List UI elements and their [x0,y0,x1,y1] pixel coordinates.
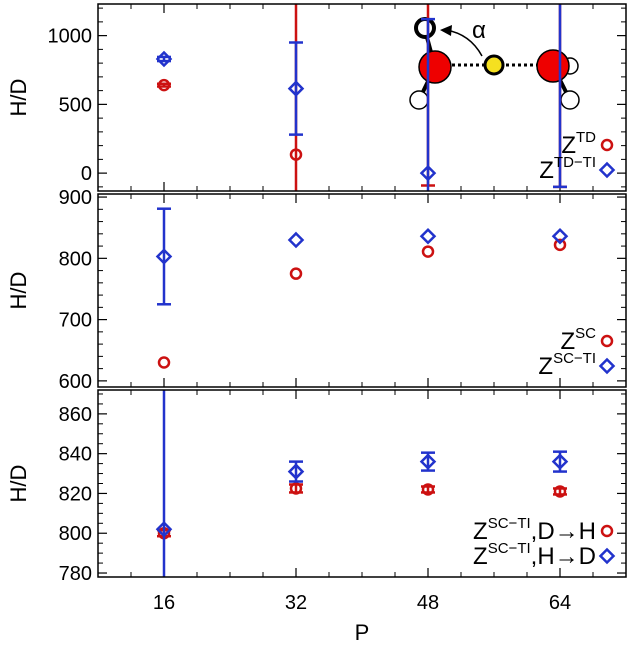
y-axis-title: H/D [6,272,31,310]
legend-label: ZSC−TI,D→H [473,515,596,545]
legend-label: ZSC−TI [538,350,596,380]
legend-label: ZSC−TI,H→D [473,540,596,570]
legend-marker-diamond [598,161,616,179]
y-tick-label: 780 [59,563,92,585]
data-point-circle [289,267,303,280]
legend-sup: TD [576,129,596,146]
data-point-diamond [551,228,569,245]
y-tick-label: 820 [59,483,92,505]
y-axis-title: H/D [6,79,31,117]
y-tick-label: 900 [59,187,92,209]
x-tick-label: 48 [417,592,439,614]
y-tick-label: 500 [59,94,92,116]
legend-marker-diamond [598,357,616,375]
legend-base: Z [473,543,488,570]
data-point-circle [157,78,171,92]
legend-sup: SC−TI [488,540,531,557]
plot-frame [97,193,627,388]
data-point-diamond [155,248,173,265]
data-point-circle [157,356,171,369]
legend-tail: ,H→D [531,543,596,570]
x-axis-title: P [355,620,370,645]
angle-label: α [472,17,486,44]
legend-base: Z [560,328,575,355]
data-point-diamond [419,453,437,470]
legend-base: Z [538,353,553,380]
legend-marker-circle [600,524,614,538]
x-axis: 16 32 48 64 [153,592,571,614]
y-tick-label: 800 [59,523,92,545]
data-point-diamond [155,50,173,68]
oxygen-atom [536,49,570,83]
data-point-diamond [419,164,437,182]
oxygen-atom [418,50,452,84]
x-tick-label: 16 [153,592,175,614]
molecule-inset: α [409,17,580,110]
angle-arrow-head [440,25,452,36]
plot-frame [97,3,627,192]
transferring-atom [483,54,505,76]
legend-base: Z [561,132,576,159]
data-point-circle [421,483,435,496]
legend-sup: SC−TI [488,515,531,532]
data-point-diamond [287,231,305,249]
hydrogen-atom [560,90,580,110]
data-point-circle [289,482,303,495]
y-tick-label: 1000 [48,26,93,48]
legend-sup: TD−TI [554,154,596,171]
data-point-diamond [287,463,305,480]
legend-sup: SC [575,325,596,342]
legend-label: ZTD [561,129,596,159]
series-area [155,390,569,577]
hydrogen-atom [409,90,429,110]
y-tick-label: 700 [59,310,92,332]
y-tick-label: 860 [59,404,92,426]
data-point-diamond [554,0,567,1]
y-tick-label: 840 [59,444,92,466]
data-point-circle [289,148,303,161]
y-tick-label: 600 [59,371,92,393]
plot-frame [97,389,627,578]
series-area [155,0,567,191]
data-point-circle [553,238,567,252]
data-point-diamond [551,453,569,470]
y-tick-label: 800 [59,248,92,270]
legend-sup: SC−TI [553,350,596,367]
data-point-diamond [287,80,305,97]
y-axis-title: H/D [6,465,31,503]
x-tick-label: 64 [549,592,571,614]
data-point-circle [553,485,567,498]
legend-marker-diamond [598,547,616,565]
legend-base: Z [539,157,554,184]
data-point-diamond [155,520,173,538]
hydrogen-atom-highlight [414,17,436,39]
legend-label: ZTD−TI [539,154,596,184]
legend-tail: ,D→H [531,518,596,545]
data-point-circle [421,245,435,258]
data-point-diamond [419,228,437,245]
legend-base: Z [473,518,488,545]
legend-marker-circle [600,138,614,152]
x-tick-label: 32 [285,592,307,614]
legend-label: ZSC [560,325,596,355]
series-area [155,207,569,369]
y-tick-label: 0 [81,163,92,185]
legend-marker-circle [600,334,614,348]
